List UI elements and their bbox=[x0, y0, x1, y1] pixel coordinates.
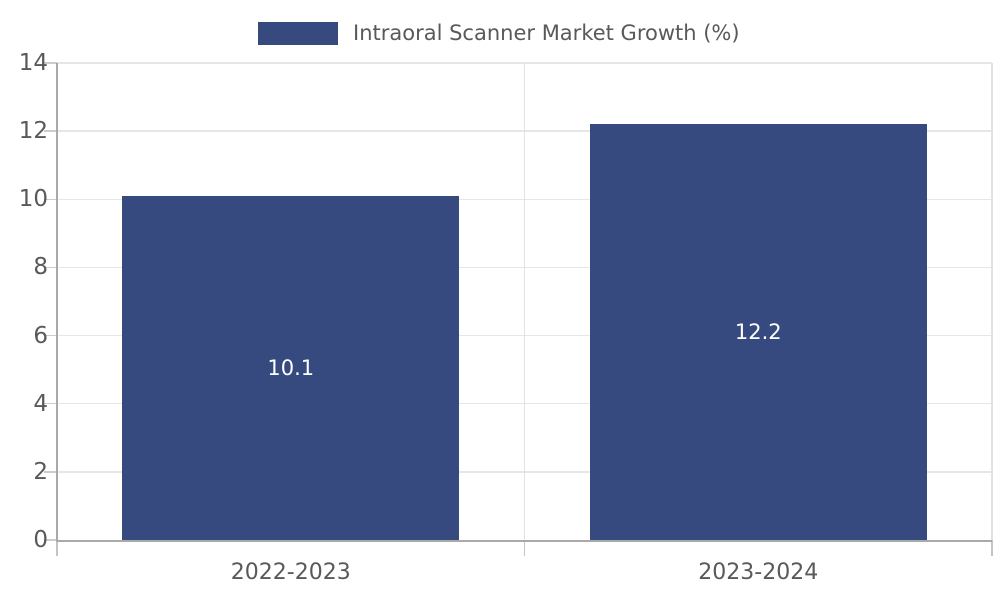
y-tick-label: 4 bbox=[33, 390, 48, 417]
x-tick-mark bbox=[56, 540, 58, 556]
bar-value-label: 12.2 bbox=[734, 320, 782, 345]
gridline-x bbox=[991, 63, 993, 540]
y-tick-label: 10 bbox=[18, 186, 48, 213]
x-tick-mark bbox=[523, 540, 526, 556]
y-tick-mark bbox=[44, 130, 57, 132]
gridline-x bbox=[523, 63, 526, 540]
x-category-label: 2022-2023 bbox=[230, 560, 351, 585]
y-tick-label: 12 bbox=[18, 118, 48, 145]
bar-value-label: 10.1 bbox=[267, 355, 315, 380]
y-tick-label: 0 bbox=[33, 527, 48, 553]
y-axis-line bbox=[56, 63, 58, 542]
x-category-label: 2023-2024 bbox=[698, 560, 819, 585]
bar-2023-2024[interactable] bbox=[589, 124, 927, 540]
y-tick-mark bbox=[44, 402, 57, 405]
x-axis-line bbox=[57, 540, 992, 542]
y-tick-label: 6 bbox=[33, 322, 48, 349]
y-tick-mark bbox=[44, 198, 57, 201]
y-tick-mark bbox=[44, 334, 57, 337]
y-tick-label: 8 bbox=[33, 254, 48, 281]
legend[interactable]: Intraoral Scanner Market Growth (%) bbox=[0, 0, 1000, 56]
y-tick-label: 14 bbox=[18, 50, 48, 76]
y-tick-label: 2 bbox=[33, 458, 48, 485]
y-tick-mark bbox=[44, 471, 57, 473]
y-tick-mark bbox=[44, 266, 57, 269]
legend-swatch bbox=[258, 22, 338, 45]
x-tick-mark bbox=[991, 540, 993, 556]
bar-2022-2023[interactable] bbox=[122, 195, 460, 540]
y-tick-mark bbox=[44, 539, 57, 541]
y-tick-mark bbox=[44, 62, 57, 64]
legend-label: Intraoral Scanner Market Growth (%) bbox=[353, 21, 740, 45]
